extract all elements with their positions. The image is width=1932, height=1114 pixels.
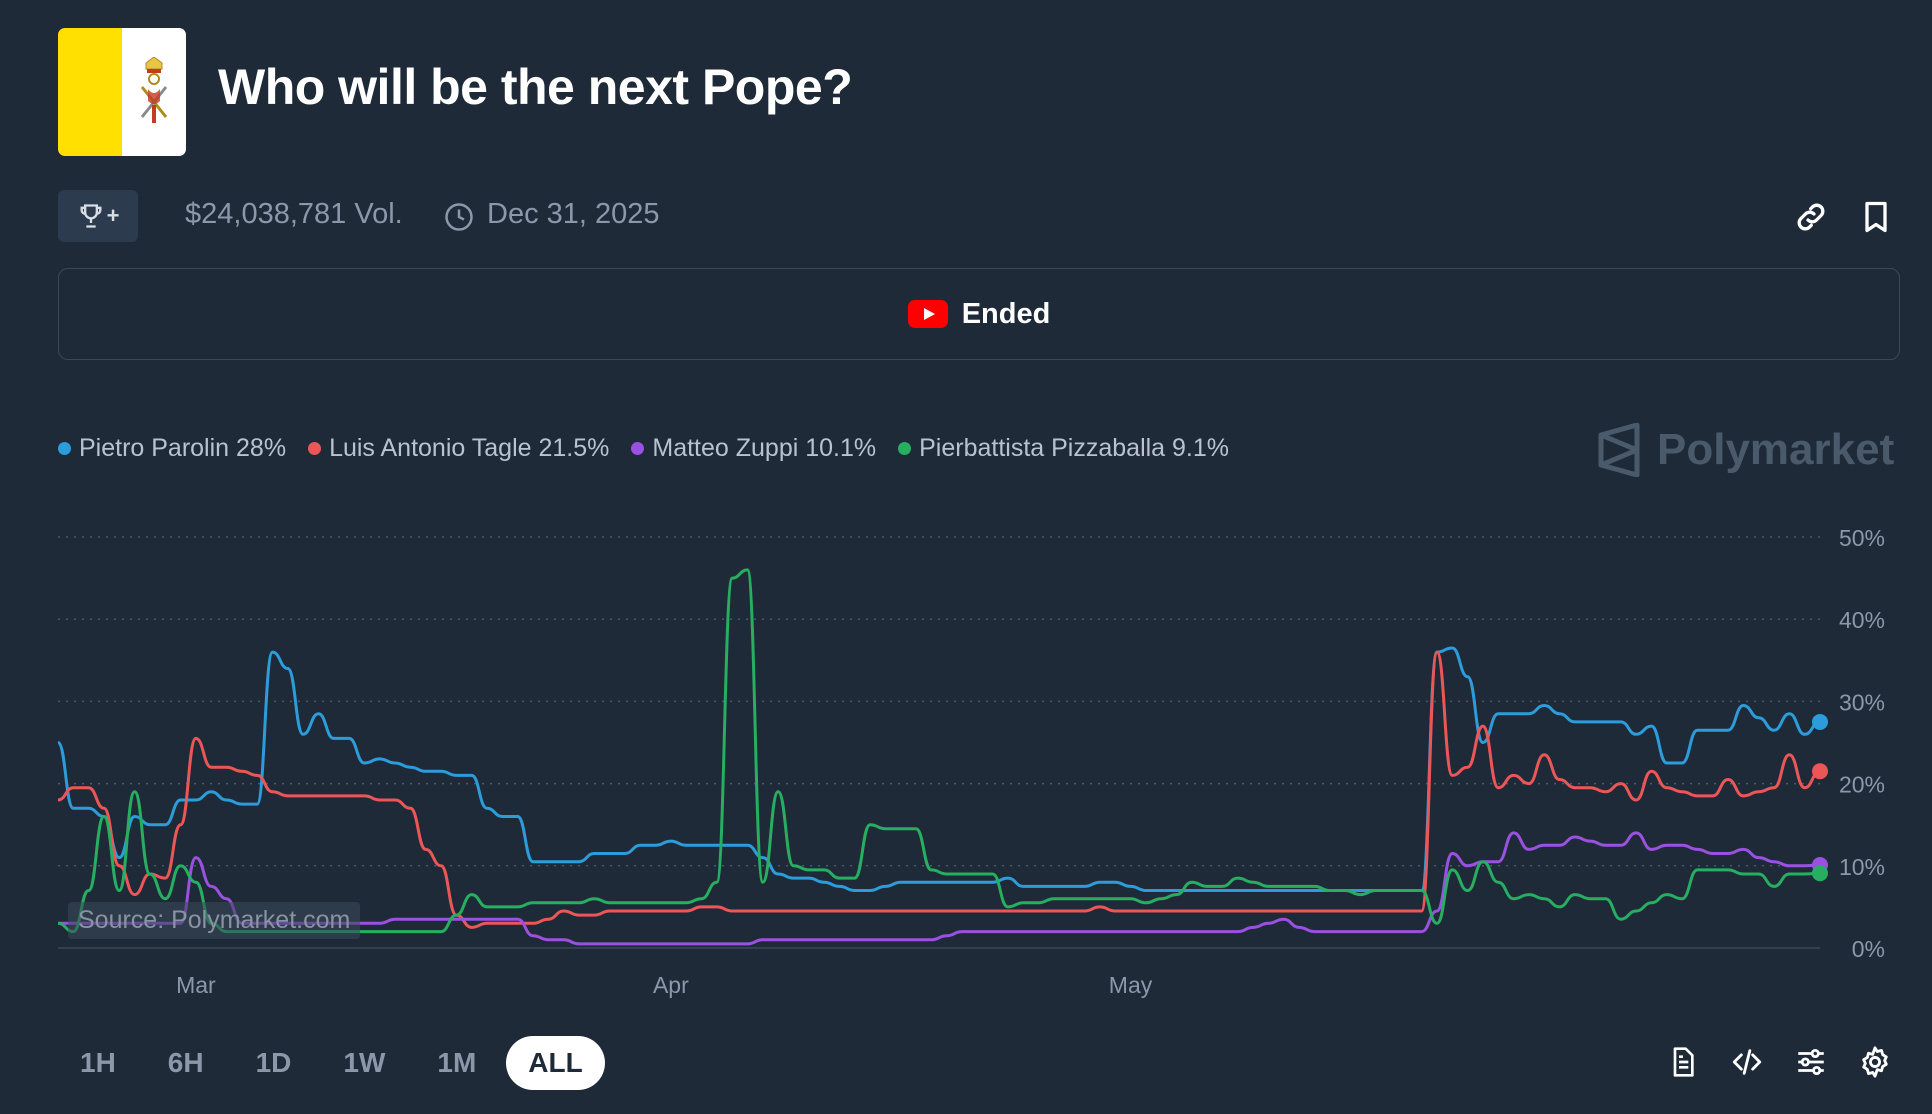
- legend-item-tagle: Luis Antonio Tagle 21.5%: [308, 434, 609, 463]
- legend-dot: [308, 442, 322, 455]
- x-tick-label: Mar: [176, 972, 216, 998]
- series-line-tagle: [57, 650, 1821, 929]
- series-endpoint-pizzaballa: [1812, 865, 1828, 882]
- flag-yellow-stripe: [58, 28, 122, 156]
- legend-item-parolin: Pietro Parolin 28%: [58, 434, 286, 463]
- legend-item-pizzaballa: Pierbattista Pizzaballa 9.1%: [898, 434, 1229, 463]
- legend-item-zuppi: Matteo Zuppi 10.1%: [631, 434, 876, 463]
- legend-dot: [631, 442, 645, 455]
- legend-dot: [58, 442, 71, 455]
- status-bar: Ended: [58, 268, 1900, 360]
- series-endpoint-parolin: [1812, 713, 1828, 730]
- x-tick-label: May: [1109, 972, 1153, 998]
- page-title: Who will be the next Pope?: [218, 59, 853, 115]
- price-chart[interactable]: 0% 10% 20% 30% 40% 50% Mar Apr May: [0, 500, 1932, 1020]
- legend-label: Luis Antonio Tagle 21.5%: [329, 434, 610, 462]
- series-line-parolin: [56, 646, 1821, 892]
- chart-grid: [58, 536, 1820, 949]
- y-tick-label: 10%: [1839, 854, 1885, 880]
- y-tick-label: 30%: [1839, 689, 1885, 715]
- source-label: Source: Polymarket.com: [68, 902, 361, 939]
- youtube-icon: [907, 300, 948, 328]
- trophy-icon: [80, 204, 102, 228]
- range-tab-1h[interactable]: 1H: [80, 1047, 116, 1078]
- x-axis: Mar Apr May: [176, 972, 1153, 998]
- chart-series: [56, 568, 1821, 946]
- polymarket-logo-icon: [1598, 423, 1640, 477]
- legend-label: Pierbattista Pizzaballa 9.1%: [919, 434, 1230, 462]
- y-tick-label: 50%: [1839, 525, 1885, 551]
- y-tick-label: 0%: [1852, 936, 1885, 962]
- y-tick-label: 40%: [1839, 607, 1885, 633]
- range-tab-1m[interactable]: 1M: [437, 1047, 477, 1078]
- code-icon: [1732, 1049, 1762, 1075]
- trophy-plus: +: [106, 203, 120, 228]
- series-line-pizzaballa: [57, 568, 1821, 934]
- legend-dot: [898, 442, 912, 455]
- flag-white-stripe: [122, 28, 186, 156]
- bookmark-icon[interactable]: [1858, 198, 1894, 236]
- chart-endpoints: [1812, 713, 1828, 882]
- legend-label: Pietro Parolin 28%: [79, 434, 287, 462]
- papal-keys-emblem-icon: [140, 57, 168, 123]
- time-range-tabs: 1H 6H 1D 1W 1M ALL: [58, 1036, 605, 1090]
- end-date: Dec 31, 2025: [487, 198, 660, 230]
- filters-button[interactable]: [1793, 1044, 1829, 1080]
- market-image: [58, 28, 186, 156]
- embed-button[interactable]: [1729, 1044, 1765, 1080]
- trophy-button[interactable]: +: [58, 190, 138, 242]
- legend-label: Matteo Zuppi 10.1%: [652, 434, 877, 462]
- sliders-icon: [1798, 1048, 1824, 1076]
- volume-label: $24,038,781 Vol.: [185, 198, 403, 230]
- range-tab-6h[interactable]: 6H: [167, 1047, 204, 1078]
- watermark-text: Polymarket: [1657, 425, 1895, 474]
- chart-tools: [1665, 1044, 1893, 1080]
- document-button[interactable]: [1665, 1044, 1701, 1080]
- x-tick-label: Apr: [653, 972, 689, 998]
- document-icon: [1673, 1047, 1694, 1077]
- link-icon[interactable]: [1793, 199, 1829, 235]
- y-axis: 0% 10% 20% 30% 40% 50%: [1839, 525, 1885, 962]
- settings-icon: [1862, 1046, 1888, 1078]
- clock-icon: [445, 203, 473, 231]
- settings-button[interactable]: [1857, 1044, 1893, 1080]
- range-tab-1w[interactable]: 1W: [343, 1047, 386, 1078]
- series-endpoint-tagle: [1812, 763, 1828, 780]
- range-tab-1d[interactable]: 1D: [255, 1047, 292, 1078]
- status-label: Ended: [961, 297, 1051, 330]
- y-tick-label: 20%: [1839, 772, 1885, 798]
- range-tab-all[interactable]: ALL: [506, 1036, 605, 1090]
- polymarket-watermark: Polymarket: [1597, 423, 1894, 477]
- chart-legend: Pietro Parolin 28% Luis Antonio Tagle 21…: [58, 434, 1229, 463]
